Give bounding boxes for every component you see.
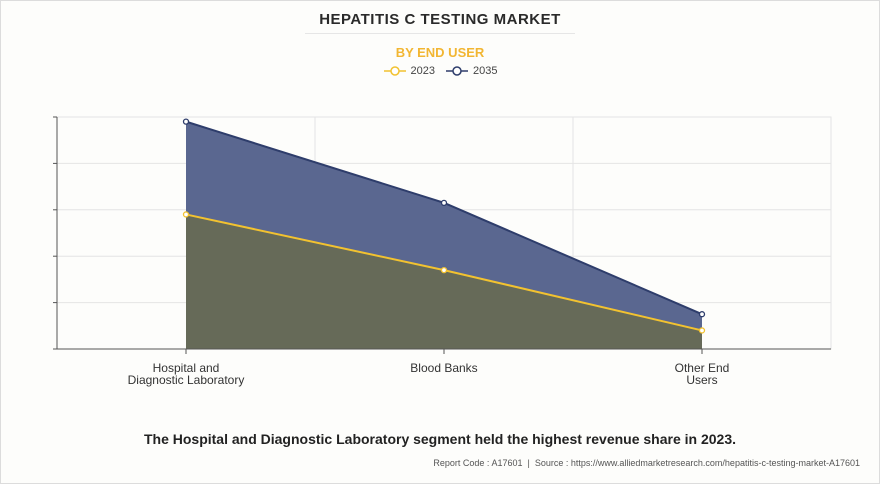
x-tick-label-line: Users <box>686 373 717 387</box>
point-2035 <box>440 199 448 206</box>
x-tick-label: Hospital and Diagnostic Laboratory <box>128 361 245 387</box>
point-2035 <box>182 118 190 125</box>
legend-label-2023: 2023 <box>410 65 435 77</box>
legend-marker-2035 <box>446 66 468 76</box>
chart-title: HEPATITIS C TESTING MARKET <box>319 11 561 28</box>
report-code: Report Code : A17601 <box>433 458 523 468</box>
point-2035 <box>698 311 706 318</box>
x-tick-label: Other End Users <box>675 361 730 387</box>
legend-label-2035: 2035 <box>473 65 498 77</box>
point-2023 <box>698 327 706 334</box>
area-2023 <box>186 214 702 349</box>
x-tick-label-line: Hospital and <box>153 361 220 375</box>
x-tick-label: Blood Banks <box>410 361 477 375</box>
legend-item-2023[interactable]: 2023 <box>383 65 435 77</box>
point-2023 <box>182 211 190 218</box>
legend: 2023 2035 <box>0 65 880 77</box>
source-link[interactable]: Source : https://www.alliedmarketresearc… <box>534 458 860 468</box>
x-tick-label-line: Other End <box>675 361 730 375</box>
x-tick-label-line: Diagnostic Laboratory <box>128 373 245 387</box>
footer-separator: | <box>527 458 530 468</box>
chart-subtitle: BY END USER <box>395 45 485 60</box>
footer-source: Report Code : A17601 | Source : https://… <box>433 458 860 468</box>
legend-item-2035[interactable]: 2035 <box>445 65 497 77</box>
point-2023 <box>440 266 448 274</box>
title-divider <box>305 33 575 34</box>
x-tick-label-line: Blood Banks <box>410 361 477 375</box>
legend-marker-2023 <box>383 66 406 76</box>
chart-caption: The Hospital and Diagnostic Laboratory s… <box>143 431 737 447</box>
